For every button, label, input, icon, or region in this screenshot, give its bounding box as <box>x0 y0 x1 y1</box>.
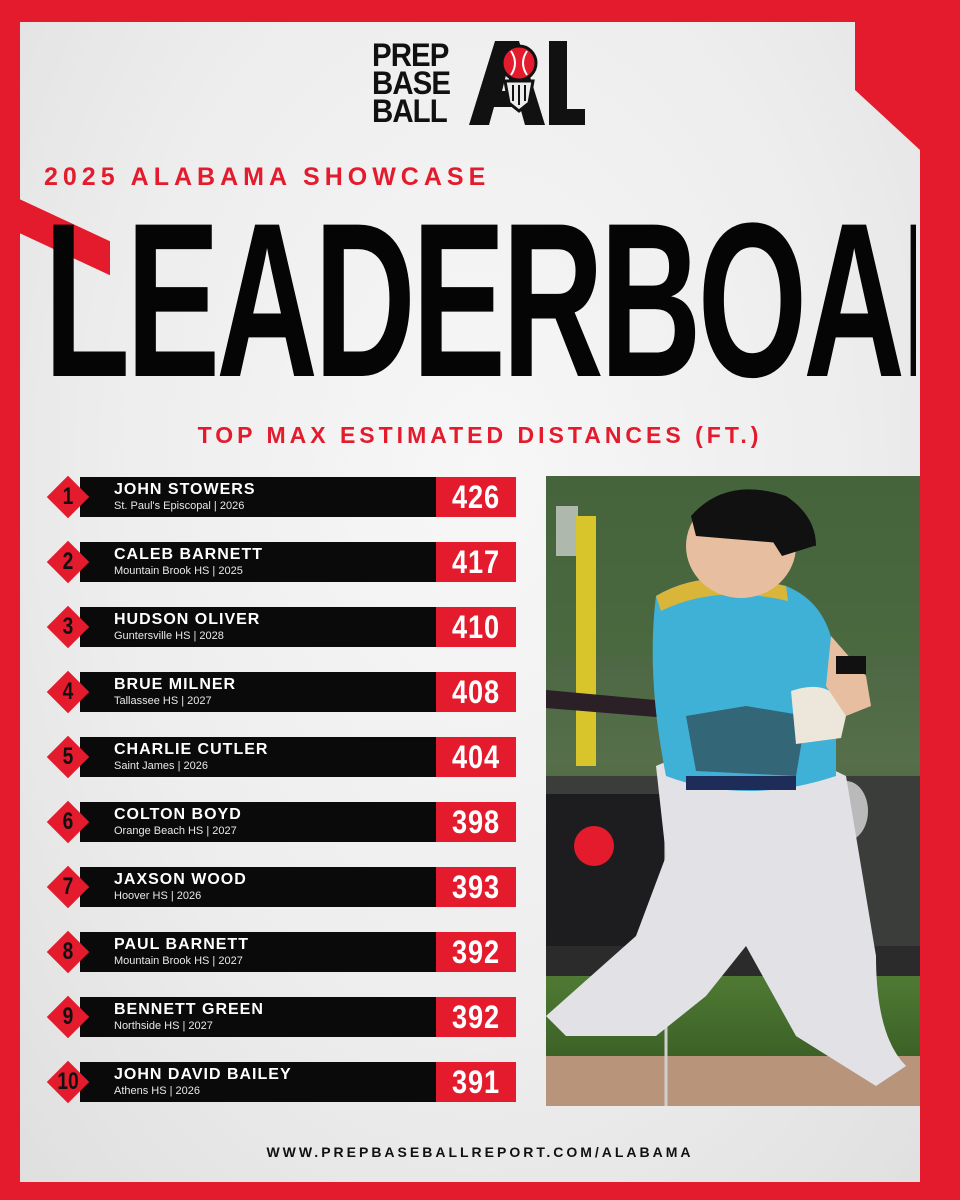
row-bar <box>80 1062 436 1102</box>
rank-number: 9 <box>62 1003 74 1030</box>
event-title: 2025 ALABAMA SHOWCASE <box>44 163 491 191</box>
distance-box: 392 <box>436 932 516 972</box>
row-bar <box>80 802 436 842</box>
distance-value: 426 <box>452 479 500 515</box>
right-red-stripe <box>855 0 920 150</box>
rank-badge: 9 <box>46 995 90 1039</box>
player-school: Northside HS | 2027 <box>114 1020 213 1032</box>
distance-value: 392 <box>452 934 500 970</box>
distance-value: 417 <box>452 544 500 580</box>
rank-badge: 4 <box>46 670 90 714</box>
left-red-border <box>0 200 20 1200</box>
rank-badge: 10 <box>46 1060 90 1104</box>
leaderboard-row: 7 JAXSON WOOD Hoover HS | 2026 393 <box>44 865 516 909</box>
leaderboard-row: 2 CALEB BARNETT Mountain Brook HS | 2025… <box>44 540 516 584</box>
distance-box: 404 <box>436 737 516 777</box>
distance-value: 410 <box>452 609 500 645</box>
player-name: HUDSON OLIVER <box>114 611 261 628</box>
distance-value: 393 <box>452 869 500 905</box>
rank-number: 8 <box>62 938 74 965</box>
distance-value: 404 <box>452 739 500 775</box>
player-school: Guntersville HS | 2028 <box>114 630 224 642</box>
distance-box: 392 <box>436 997 516 1037</box>
distance-box: 417 <box>436 542 516 582</box>
row-bar <box>80 542 436 582</box>
logo-wordmark: PREP BASE BALL <box>372 37 451 129</box>
right-red-border <box>920 0 960 1200</box>
top-red-border <box>0 0 960 22</box>
rank-badge: 2 <box>46 540 90 584</box>
player-name: CHARLIE CUTLER <box>114 741 269 758</box>
player-school: Tallassee HS | 2027 <box>114 695 212 707</box>
rank-badge: 6 <box>46 800 90 844</box>
player-school: Mountain Brook HS | 2027 <box>114 955 243 967</box>
player-name: COLTON BOYD <box>114 806 242 823</box>
al-logo-mark-icon <box>468 41 585 125</box>
rank-badge: 7 <box>46 865 90 909</box>
row-bar <box>80 607 436 647</box>
player-school: Athens HS | 2026 <box>114 1085 201 1097</box>
distance-box: 408 <box>436 672 516 712</box>
leaderboard-row: 6 COLTON BOYD Orange Beach HS | 2027 398 <box>44 800 516 844</box>
row-bar <box>80 737 436 777</box>
leaderboard-row: 5 CHARLIE CUTLER Saint James | 2026 404 <box>44 735 516 779</box>
row-bar <box>80 932 436 972</box>
leaderboard-row: 1 JOHN STOWERS St. Paul's Episcopal | 20… <box>44 475 516 519</box>
rank-badge: 1 <box>46 475 90 519</box>
player-name: PAUL BARNETT <box>114 936 249 953</box>
rank-number: 5 <box>62 743 74 770</box>
rank-number: 1 <box>62 483 74 510</box>
player-school: Saint James | 2026 <box>114 760 208 772</box>
player-school: Hoover HS | 2026 <box>114 890 202 902</box>
distance-box: 410 <box>436 607 516 647</box>
row-bar <box>80 477 436 517</box>
rank-number: 2 <box>62 548 74 575</box>
rank-badge: 5 <box>46 735 90 779</box>
player-batting-photo <box>546 476 920 1106</box>
row-bar <box>80 997 436 1037</box>
rank-number: 3 <box>62 613 74 640</box>
distance-box: 391 <box>436 1062 516 1102</box>
distance-value: 392 <box>452 999 500 1035</box>
player-name: BRUE MILNER <box>114 676 237 693</box>
distance-box: 426 <box>436 477 516 517</box>
leaderboard-row: 3 HUDSON OLIVER Guntersville HS | 2028 4… <box>44 605 516 649</box>
player-name: JOHN STOWERS <box>114 481 256 498</box>
rank-number: 4 <box>62 678 74 705</box>
row-bar <box>80 867 436 907</box>
rank-number: 7 <box>62 873 74 900</box>
player-school: Mountain Brook HS | 2025 <box>114 565 243 577</box>
leaderboard-row: 10 JOHN DAVID BAILEY Athens HS | 2026 39… <box>44 1060 516 1104</box>
player-name: BENNETT GREEN <box>114 1001 264 1018</box>
prep-baseball-logo: PREP BASE BALL <box>372 36 587 130</box>
website-url: WWW.PREPBASEBALLREPORT.COM/ALABAMA <box>266 1144 694 1160</box>
leaderboard-row: 4 BRUE MILNER Tallassee HS | 2027 408 <box>44 670 516 714</box>
distance-value: 408 <box>452 674 500 710</box>
distance-box: 393 <box>436 867 516 907</box>
leaderboard-row: 9 BENNETT GREEN Northside HS | 2027 392 <box>44 995 516 1039</box>
player-name: CALEB BARNETT <box>114 546 263 563</box>
distance-value: 398 <box>452 804 500 840</box>
player-name: JAXSON WOOD <box>114 871 247 888</box>
batter-illustration <box>546 476 920 1106</box>
bottom-red-border <box>0 1182 960 1200</box>
rank-badge: 8 <box>46 930 90 974</box>
rank-badge: 3 <box>46 605 90 649</box>
headline: LEADERBOARD <box>44 202 916 398</box>
player-school: St. Paul's Episcopal | 2026 <box>114 500 245 512</box>
rank-number: 10 <box>57 1068 79 1095</box>
player-name: JOHN DAVID BAILEY <box>114 1066 292 1083</box>
leaderboard-row: 8 PAUL BARNETT Mountain Brook HS | 2027 … <box>44 930 516 974</box>
distance-box: 398 <box>436 802 516 842</box>
rank-number: 6 <box>62 808 74 835</box>
left-red-border-upper <box>0 0 20 200</box>
leaderboard-subtitle: TOP MAX ESTIMATED DISTANCES (FT.) <box>197 422 763 448</box>
distance-value: 391 <box>452 1064 500 1100</box>
player-school: Orange Beach HS | 2027 <box>114 825 237 837</box>
row-bar <box>80 672 436 712</box>
